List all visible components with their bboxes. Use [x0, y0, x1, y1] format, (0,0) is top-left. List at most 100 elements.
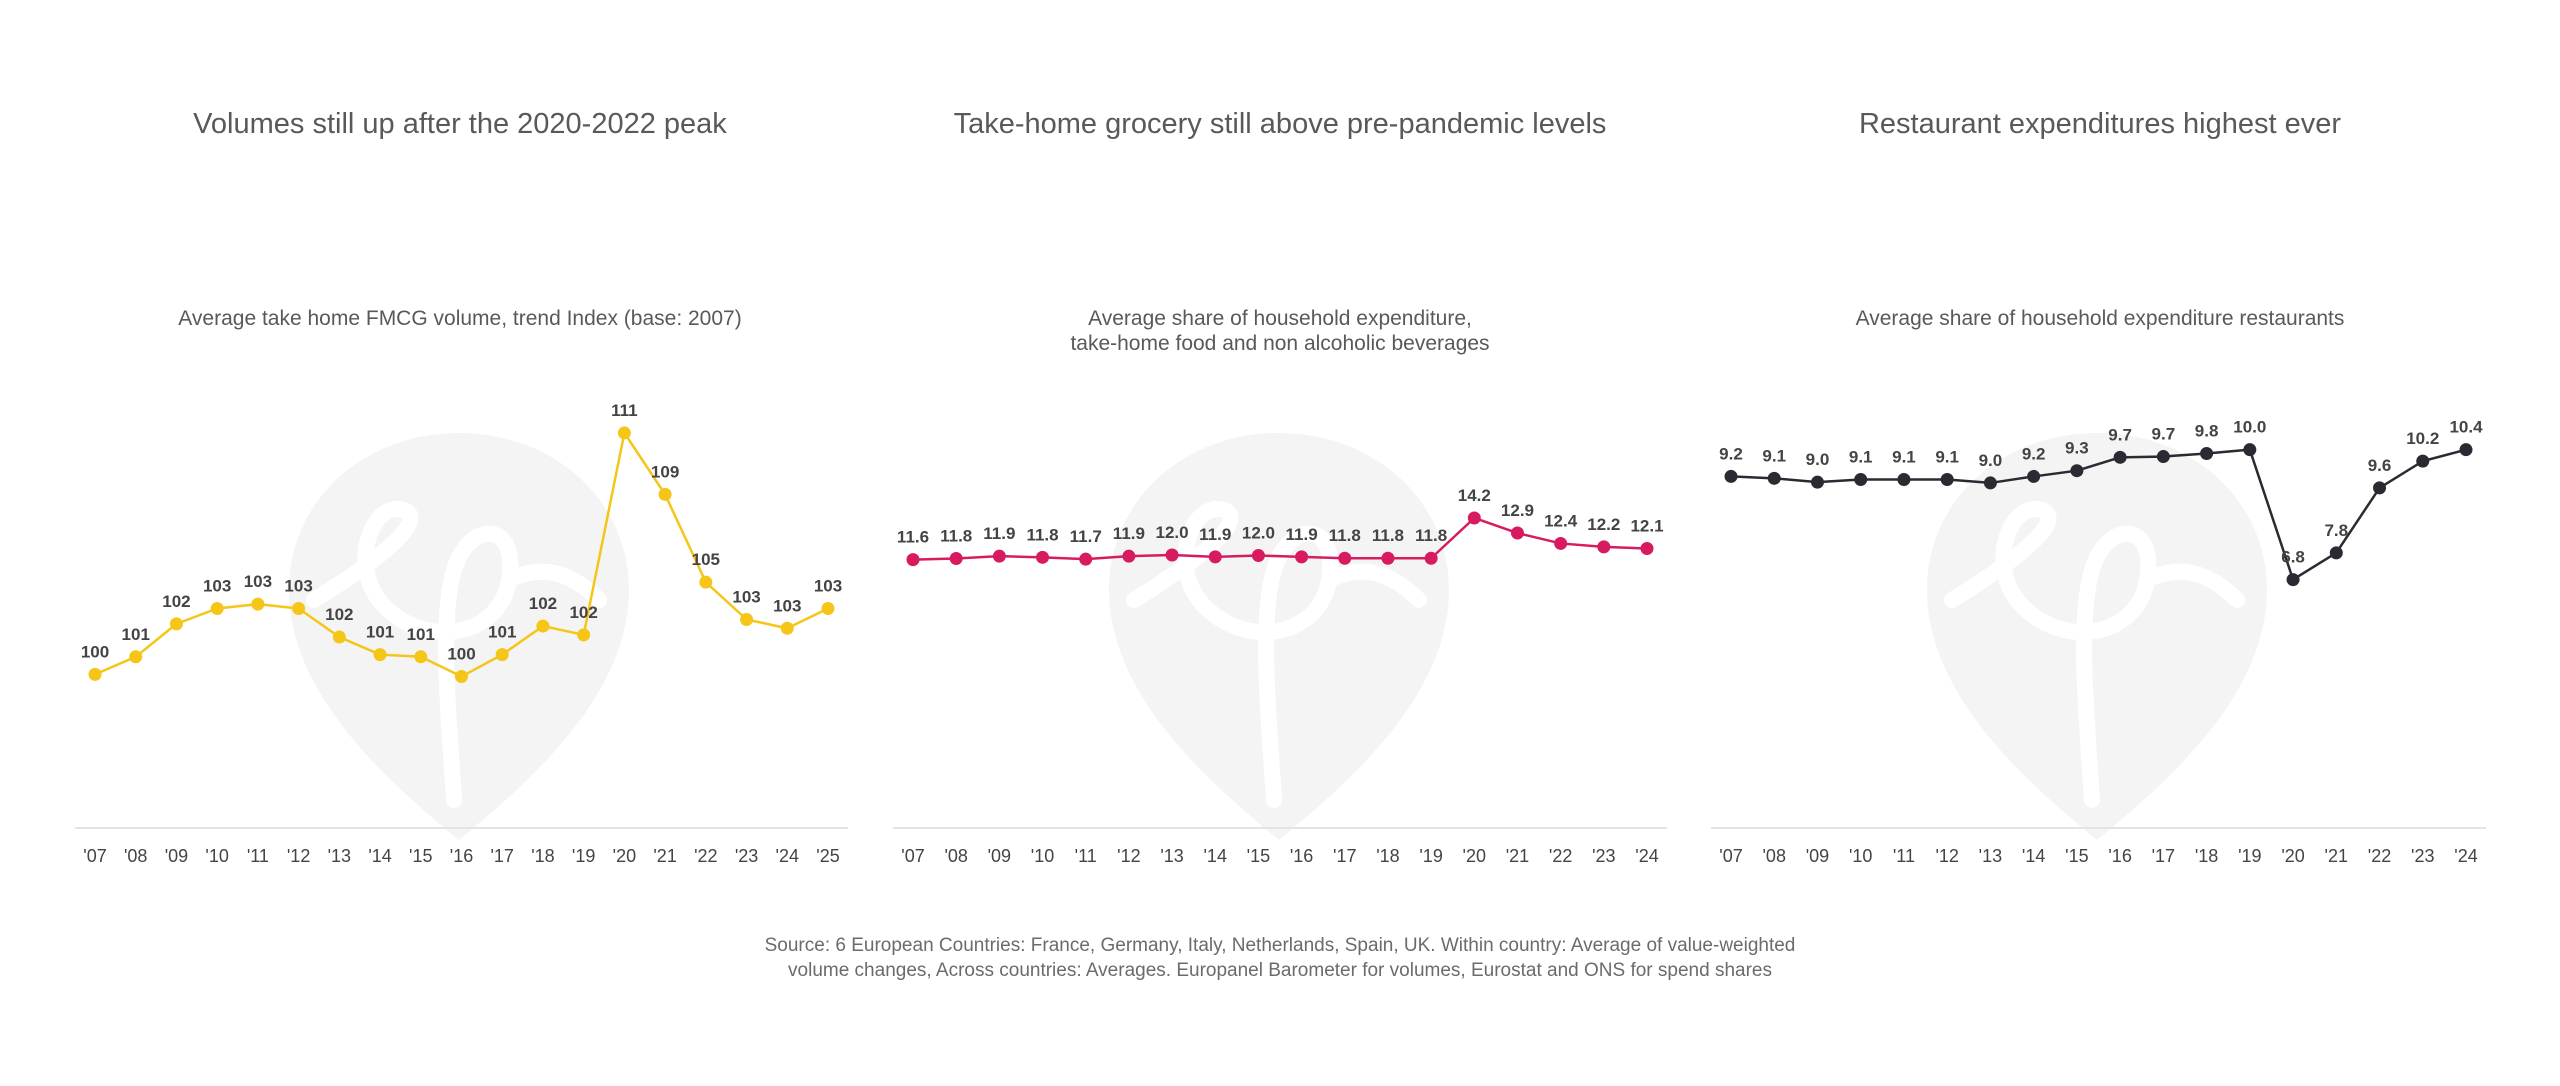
data-label: 10.0 [2233, 418, 2266, 437]
data-label: 9.2 [2022, 444, 2046, 463]
data-point [2329, 546, 2343, 560]
chart-title: Restaurant expenditures highest ever [1858, 108, 2341, 140]
data-point [129, 650, 143, 664]
data-label: 103 [732, 587, 760, 606]
x-tick-label: '20 [613, 846, 636, 866]
data-point [2286, 573, 2300, 587]
data-label: 102 [569, 603, 597, 622]
x-tick-label: '22 [2368, 846, 2391, 866]
data-label: 100 [447, 645, 475, 664]
data-label: 12.1 [1630, 517, 1663, 536]
data-label: 11.8 [1329, 526, 1361, 545]
x-tick-label: '19 [2238, 846, 2261, 866]
data-point [1338, 551, 1352, 565]
watermark-logo [1927, 433, 2267, 840]
data-label: 102 [325, 605, 353, 624]
x-tick-label: '15 [1247, 846, 1270, 866]
chart-3: '07 '08 '09 '10 '11 '12 '13 '14 '15 '16 '17 '18 '19 '… [1711, 418, 2486, 866]
data-label: 9.7 [2152, 425, 2176, 444]
data-point [1122, 549, 1136, 563]
data-label: 10.2 [2406, 429, 2439, 448]
x-tick-label: '12 [1117, 846, 1140, 866]
data-label: 11.8 [940, 526, 972, 545]
x-tick-label: '13 [1160, 846, 1183, 866]
x-tick-label: '11 [1075, 846, 1097, 866]
data-label: 103 [773, 596, 801, 615]
data-point [2373, 481, 2387, 495]
x-tick-label: '17 [490, 846, 513, 866]
data-label: 101 [488, 623, 516, 642]
data-label: 11.8 [1372, 526, 1404, 545]
x-tick-label: '08 [124, 846, 147, 866]
watermark-logo [1109, 433, 1449, 840]
data-point [373, 648, 387, 662]
data-point [1724, 469, 1738, 483]
data-label: 105 [692, 550, 720, 569]
x-tick-label: '18 [2195, 846, 2218, 866]
watermark-swirl [1126, 500, 1427, 808]
series-line [912, 516, 1648, 561]
x-tick-label: '10 [1849, 846, 1872, 866]
x-tick-label: '14 [1204, 846, 1227, 866]
data-point [2459, 443, 2473, 457]
x-tick-label: '24 [2454, 846, 2477, 866]
x-tick-label: '07 [1719, 846, 1742, 866]
chart-panel-grocery: Take-home grocery still above pre-pandem… [870, 0, 1690, 900]
x-tick-label: '07 [83, 846, 106, 866]
x-tick-label: '18 [531, 846, 554, 866]
chart-subtitle: Average take home FMCG volume, trend Ind… [178, 307, 742, 330]
data-point [1295, 550, 1309, 564]
x-tick-label: '22 [1549, 846, 1572, 866]
data-label: 102 [529, 594, 557, 613]
x-tick-label: '24 [776, 846, 799, 866]
data-point [1810, 475, 1824, 489]
data-label: 101 [122, 625, 150, 644]
data-label: 103 [203, 577, 231, 596]
data-label: 7.8 [2324, 521, 2348, 540]
data-point [210, 602, 224, 616]
watermark-swirl [1944, 500, 2245, 808]
data-label: 9.1 [1849, 447, 1873, 466]
data-point [251, 597, 265, 611]
data-point [292, 602, 306, 616]
data-point [2070, 464, 2084, 478]
x-tick-label: '23 [735, 846, 758, 866]
x-tick-label: '23 [2411, 846, 2434, 866]
x-tick-label: '25 [816, 846, 839, 866]
chart-2: '07 '08 '09 '10 '11 '12 '13 '14 '15 '16 '17 '18 '19 '… [893, 486, 1667, 866]
data-point [2113, 450, 2127, 464]
data-point [992, 549, 1006, 563]
charts-canvas: '07 '08 '09 '10 '11 '12 '13 '14 '15 '16 '17 '18 '19 '… [75, 401, 2486, 866]
data-label: 103 [284, 577, 312, 596]
x-tick-label: '17 [1333, 846, 1356, 866]
data-label: 101 [366, 623, 394, 642]
data-label: 11.9 [1113, 524, 1145, 543]
data-point [1381, 551, 1395, 565]
data-point [1165, 548, 1179, 562]
x-tick-label: '12 [287, 846, 310, 866]
data-point [1079, 552, 1093, 566]
data-point [1983, 476, 1997, 490]
chart-panel-restaurants: Restaurant expenditures highest ever Ave… [1690, 0, 2510, 900]
data-point [906, 553, 920, 567]
data-point [1510, 526, 1524, 540]
data-point [1036, 550, 1050, 564]
data-label: 9.3 [2065, 439, 2089, 458]
data-label: 9.1 [1762, 446, 1786, 465]
data-label: 12.9 [1501, 501, 1534, 520]
data-point [740, 612, 754, 626]
x-tick-label: '18 [1376, 846, 1399, 866]
data-point [1424, 551, 1438, 565]
data-label: 111 [611, 401, 638, 420]
data-point [1940, 472, 1954, 486]
x-tick-label: '13 [1979, 846, 2002, 866]
x-tick-label: '20 [1463, 846, 1486, 866]
x-tick-label: '16 [2108, 846, 2131, 866]
x-tick-label: '21 [1506, 846, 1529, 866]
x-tick-label: '22 [694, 846, 717, 866]
data-point [1251, 548, 1265, 562]
x-tick-label: '19 [1419, 846, 1442, 866]
data-label: 12.0 [1156, 523, 1189, 542]
data-point [2200, 447, 2214, 460]
data-label: 12.2 [1587, 515, 1620, 534]
